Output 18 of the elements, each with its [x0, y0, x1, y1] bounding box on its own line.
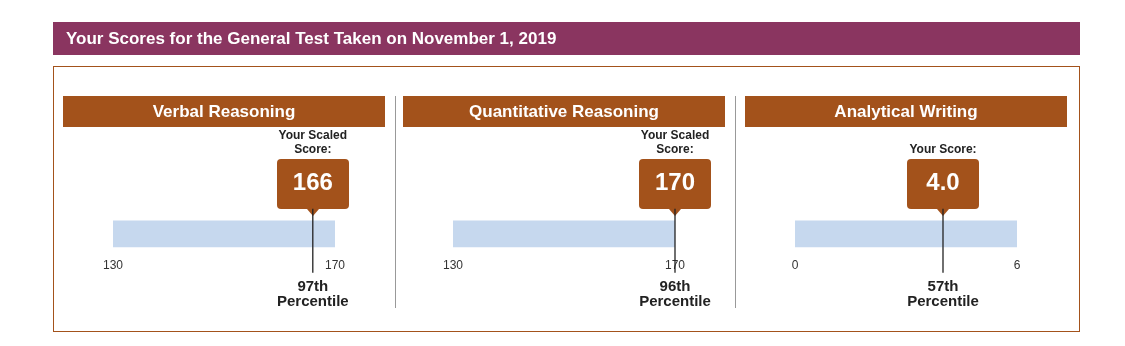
x-tick-label: 170 — [324, 258, 346, 273]
x-tick-label: 130 — [102, 258, 124, 273]
chart-title: Quantitative Reasoning — [403, 96, 725, 127]
x-tick-label: 130 — [442, 258, 464, 273]
text: 97th Percentile — [276, 276, 349, 309]
text: Your Scaled Score: — [640, 127, 710, 156]
x-tick-label: 6 — [1013, 258, 1021, 273]
text: Your Scores for the General Test Taken on November 1, 2019 — [53, 22, 1080, 55]
ref-line-label: 4.0 — [926, 168, 960, 196]
text: Your Scaled Score: — [278, 127, 348, 156]
ref-line-label: 166 — [292, 168, 333, 196]
x-tick-label: 0 — [791, 258, 799, 273]
text: Your Score: — [909, 141, 977, 156]
chart-title: Analytical Writing — [745, 96, 1067, 127]
chart-title: Verbal Reasoning — [63, 96, 385, 127]
text: 57th Percentile — [907, 276, 979, 309]
text: 96th Percentile — [639, 276, 711, 309]
ref-line-label: 170 — [654, 168, 696, 196]
